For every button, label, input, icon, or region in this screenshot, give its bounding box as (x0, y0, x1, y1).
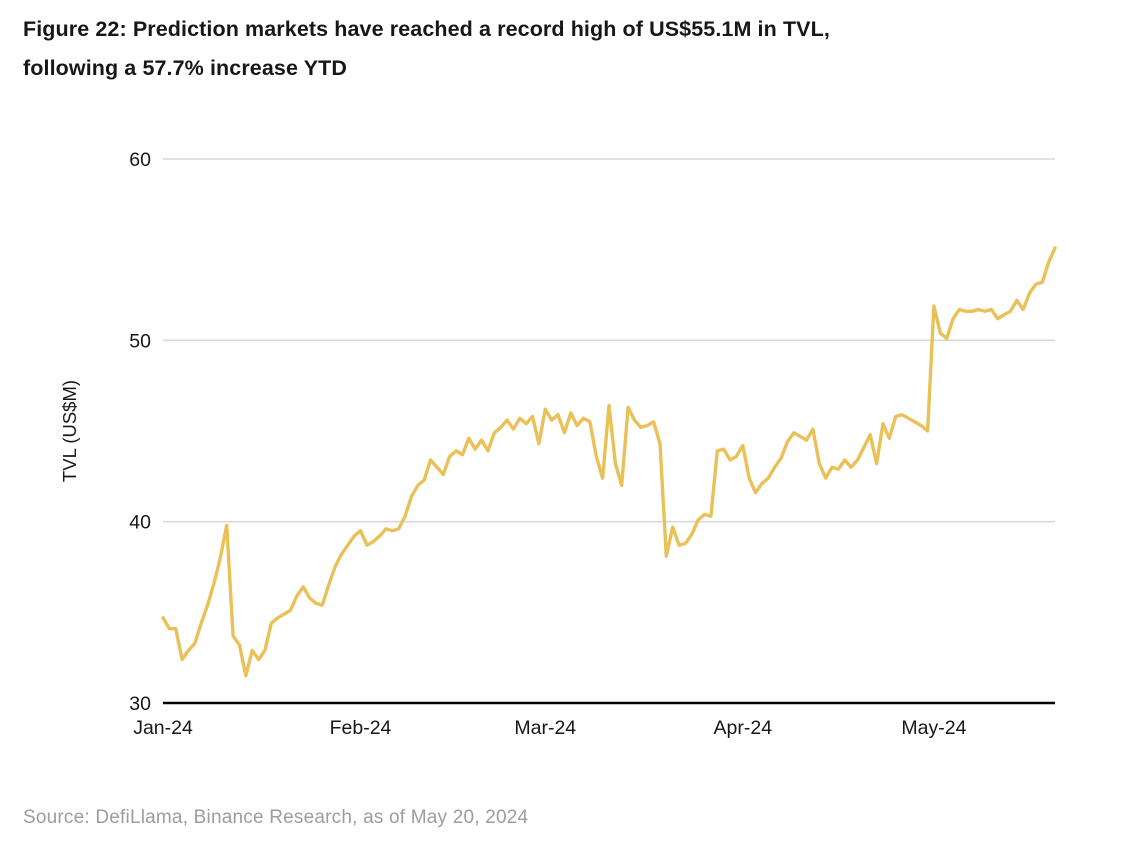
y-tick-60: 60 (129, 149, 151, 171)
x-tick-Jan-24: Jan-24 (133, 717, 193, 739)
x-axis-tick-labels: Jan-24 Feb-24 Mar-24 Apr-24 May-24 (133, 717, 966, 739)
figure-title-line2: following a 57.7% increase YTD (23, 55, 348, 80)
gridlines (163, 158, 1055, 523)
x-tick-Apr-24: Apr-24 (714, 717, 773, 739)
y-axis-tick-labels: 30 40 50 60 (129, 149, 151, 715)
tvl-series-line (161, 246, 1057, 678)
y-tick-50: 50 (129, 330, 151, 352)
y-tick-40: 40 (129, 512, 151, 534)
y-tick-30: 30 (129, 693, 151, 715)
figure-title: Figure 22: Prediction markets have reach… (23, 10, 1083, 87)
y-axis-title: TVL (US$M) (59, 380, 80, 482)
x-tick-May-24: May-24 (901, 717, 966, 739)
x-tick-Mar-24: Mar-24 (514, 717, 576, 739)
source-note: Source: DefiLlama, Binance Research, as … (23, 807, 529, 828)
x-tick-Feb-24: Feb-24 (330, 717, 392, 739)
figure-title-line1: Figure 22: Prediction markets have reach… (23, 17, 830, 41)
tvl-line (161, 246, 1057, 678)
